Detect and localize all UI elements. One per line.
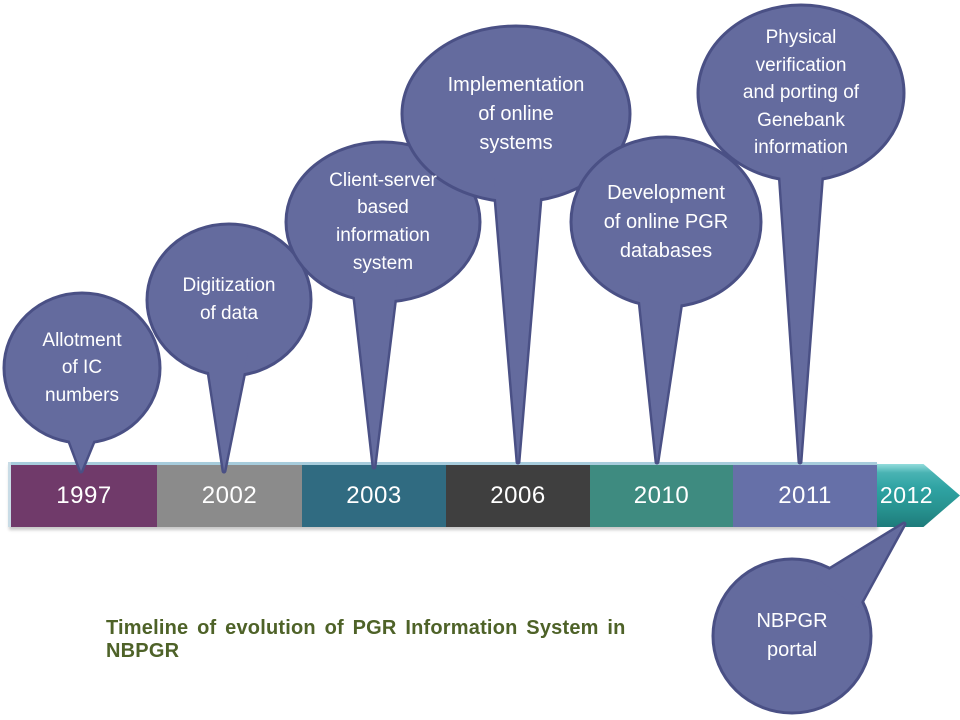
balloon-tail-join <box>638 282 684 462</box>
balloon-tail <box>491 172 545 465</box>
year-label-2002: 2002 <box>201 482 258 509</box>
balloon-tail-join <box>779 158 823 462</box>
balloon-label-implementation: Implementation of online systems <box>447 73 585 154</box>
balloon-tail <box>349 269 401 470</box>
balloon-label-nbpgr-portal: NBPGR portal <box>756 610 828 661</box>
balloon-label-development: Development of online PGR databases <box>603 181 729 262</box>
year-label-2012: 2012 <box>879 482 934 508</box>
timeline-segment-1997: 1997 <box>11 465 157 527</box>
balloon-label-physical-verification: Physical verification and porting of Gen… <box>742 27 860 159</box>
balloon-tail <box>203 349 251 474</box>
timeline-bar-top-highlight <box>8 462 877 465</box>
balloon-label-digitization: Digitization of data <box>182 275 276 324</box>
timeline-bar: 1997 2002 2003 2006 2010 2011 <box>8 462 877 527</box>
balloon-tail-join <box>206 352 248 471</box>
year-label-2003: 2003 <box>346 482 402 509</box>
year-label-2011: 2011 <box>778 482 832 509</box>
timeline-bar-left-edge <box>8 462 11 527</box>
timeline-segment-2006: 2006 <box>446 465 590 527</box>
timeline-segment-2003: 2003 <box>302 465 446 527</box>
timeline-segment-2011: 2011 <box>733 465 877 527</box>
year-label-1997: 1997 <box>56 482 112 509</box>
year-label-2006: 2006 <box>490 482 546 509</box>
timeline-segment-2002: 2002 <box>157 465 302 527</box>
timeline-segment-2012-arrow: 2012 <box>877 464 960 527</box>
balloon-tail <box>635 279 687 465</box>
balloon-label-allotment: Allotment of IC numbers <box>42 329 122 406</box>
balloon-tail-join <box>494 175 542 462</box>
balloon-label-client-server: Client-server based information system <box>329 169 437 274</box>
balloon-tail <box>776 155 826 465</box>
year-label-2010: 2010 <box>633 482 690 509</box>
timeline-segment-2010: 2010 <box>590 465 733 527</box>
balloon-tail-join <box>352 272 398 467</box>
diagram-caption: Timeline of evolution of PGR Information… <box>106 617 626 662</box>
